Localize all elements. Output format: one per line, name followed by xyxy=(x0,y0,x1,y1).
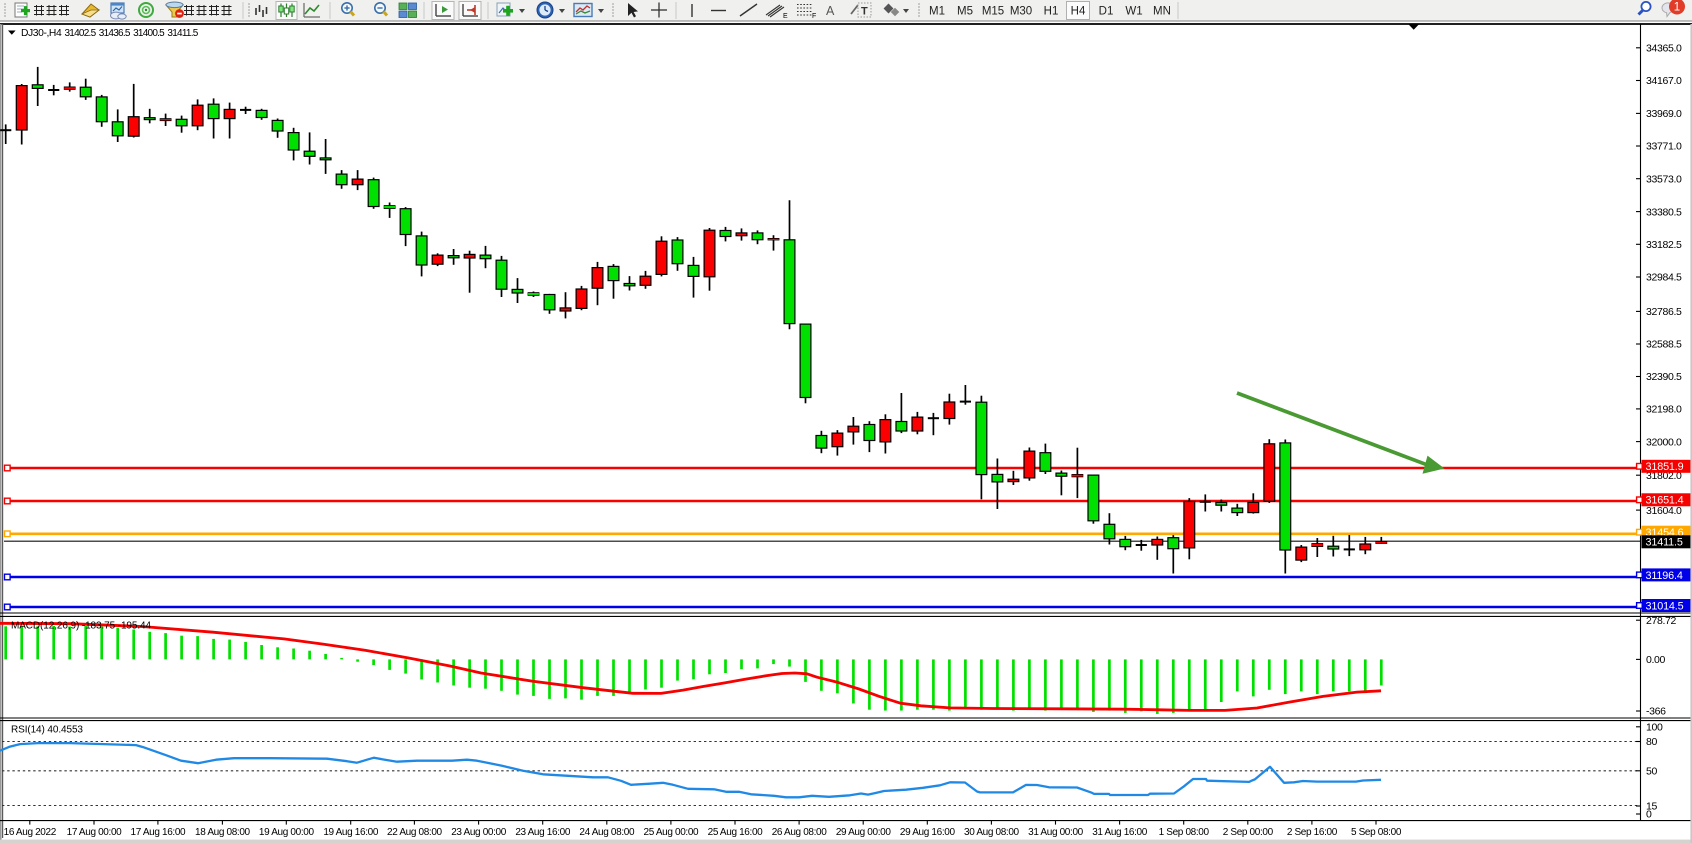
svg-text:31802.0: 31802.0 xyxy=(1646,470,1682,482)
svg-text:23 Aug 00:00: 23 Aug 00:00 xyxy=(451,827,507,838)
svg-text:DJ30-,H4: DJ30-,H4 xyxy=(21,28,62,39)
svg-text:19 Aug 16:00: 19 Aug 16:00 xyxy=(323,827,379,838)
svg-text:34365.0: 34365.0 xyxy=(1646,43,1682,55)
svg-text:32588.5: 32588.5 xyxy=(1646,339,1682,351)
svg-text:278.72: 278.72 xyxy=(1646,615,1677,627)
svg-text:F: F xyxy=(812,13,816,20)
svg-text:M30: M30 xyxy=(1010,6,1032,18)
svg-text:31 Aug 00:00: 31 Aug 00:00 xyxy=(1028,827,1084,838)
svg-text:31436.5: 31436.5 xyxy=(99,28,131,39)
svg-text:32786.5: 32786.5 xyxy=(1646,306,1682,318)
svg-text:26 Aug 08:00: 26 Aug 08:00 xyxy=(772,827,828,838)
svg-text:MACD(12,26,9) -183.75 -195.44: MACD(12,26,9) -183.75 -195.44 xyxy=(11,621,151,632)
svg-text:M1: M1 xyxy=(929,6,945,18)
svg-text:23 Aug 16:00: 23 Aug 16:00 xyxy=(515,827,571,838)
svg-text:30 Aug 08:00: 30 Aug 08:00 xyxy=(964,827,1020,838)
svg-text:29 Aug 16:00: 29 Aug 16:00 xyxy=(900,827,956,838)
svg-text:T: T xyxy=(861,6,868,18)
svg-text:17 Aug 00:00: 17 Aug 00:00 xyxy=(67,827,123,838)
svg-text:31 Aug 16:00: 31 Aug 16:00 xyxy=(1092,827,1148,838)
svg-text:1: 1 xyxy=(1674,2,1680,14)
svg-text:33182.5: 33182.5 xyxy=(1646,239,1682,251)
svg-text:31651.4: 31651.4 xyxy=(1646,495,1684,507)
svg-text:A: A xyxy=(826,4,835,18)
svg-text:32000.0: 32000.0 xyxy=(1646,436,1682,448)
svg-text:31400.5: 31400.5 xyxy=(133,28,165,39)
svg-text:16 Aug 2022: 16 Aug 2022 xyxy=(4,827,57,838)
svg-text:25 Aug 00:00: 25 Aug 00:00 xyxy=(644,827,700,838)
svg-text:33573.0: 33573.0 xyxy=(1646,173,1682,185)
svg-text:5 Sep 08:00: 5 Sep 08:00 xyxy=(1351,827,1402,838)
svg-text:31402.5: 31402.5 xyxy=(65,28,97,39)
svg-text:33771.0: 33771.0 xyxy=(1646,141,1682,153)
svg-text:0.00: 0.00 xyxy=(1646,654,1666,666)
svg-text:W1: W1 xyxy=(1125,6,1142,18)
svg-text:2 Sep 16:00: 2 Sep 16:00 xyxy=(1287,827,1338,838)
svg-text:1 Sep 08:00: 1 Sep 08:00 xyxy=(1159,827,1210,838)
svg-text:19 Aug 00:00: 19 Aug 00:00 xyxy=(259,827,315,838)
svg-text:32984.5: 32984.5 xyxy=(1646,272,1682,284)
svg-text:31196.4: 31196.4 xyxy=(1646,570,1683,582)
svg-text:32198.0: 32198.0 xyxy=(1646,404,1682,416)
svg-text:33969.0: 33969.0 xyxy=(1646,108,1682,120)
svg-text:H1: H1 xyxy=(1044,6,1059,18)
svg-text:25 Aug 16:00: 25 Aug 16:00 xyxy=(708,827,764,838)
svg-text:M15: M15 xyxy=(982,6,1004,18)
svg-text:29 Aug 00:00: 29 Aug 00:00 xyxy=(836,827,892,838)
svg-text:32390.5: 32390.5 xyxy=(1646,371,1682,383)
svg-text:18 Aug 08:00: 18 Aug 08:00 xyxy=(195,827,251,838)
svg-text:31604.0: 31604.0 xyxy=(1646,505,1682,517)
svg-text:0: 0 xyxy=(1646,809,1652,821)
svg-text:33380.5: 33380.5 xyxy=(1646,206,1682,218)
svg-text:50: 50 xyxy=(1646,766,1657,778)
svg-text:17 Aug 16:00: 17 Aug 16:00 xyxy=(131,827,187,838)
svg-text:31014.5: 31014.5 xyxy=(1646,600,1684,612)
svg-text:80: 80 xyxy=(1646,736,1657,748)
svg-text:34167.0: 34167.0 xyxy=(1646,75,1682,87)
svg-text:RSI(14) 40.4553: RSI(14) 40.4553 xyxy=(11,725,83,736)
svg-text:31411.5: 31411.5 xyxy=(167,28,198,39)
svg-text:D1: D1 xyxy=(1099,6,1114,18)
svg-text:2 Sep 00:00: 2 Sep 00:00 xyxy=(1223,827,1274,838)
svg-text:-366: -366 xyxy=(1646,706,1666,718)
svg-text:M5: M5 xyxy=(957,6,973,18)
svg-text:31411.5: 31411.5 xyxy=(1646,537,1683,549)
svg-text:24 Aug 08:00: 24 Aug 08:00 xyxy=(579,827,635,838)
svg-text:15: 15 xyxy=(1646,801,1657,813)
svg-text:22 Aug 08:00: 22 Aug 08:00 xyxy=(387,827,443,838)
svg-text:H4: H4 xyxy=(1071,6,1086,18)
svg-text:31851.9: 31851.9 xyxy=(1646,461,1684,473)
svg-text:MN: MN xyxy=(1153,6,1171,18)
svg-text:100: 100 xyxy=(1646,722,1663,734)
svg-text:E: E xyxy=(783,13,788,20)
